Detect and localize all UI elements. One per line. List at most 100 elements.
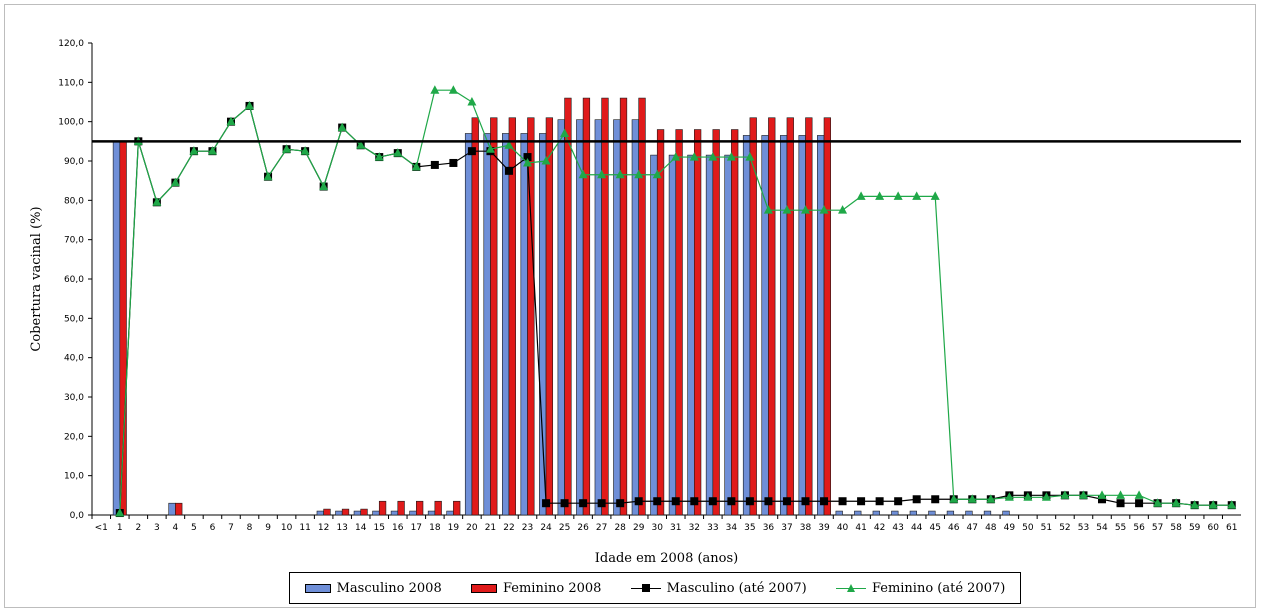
- y-tick-label: 70,0: [64, 236, 84, 246]
- bar-feminino-2008: [749, 117, 757, 516]
- marker-feminino-ate-2007: [615, 169, 625, 179]
- bar-masculino-2008: [483, 133, 491, 516]
- x-tick-label: 6: [210, 523, 216, 533]
- x-tick-label: 41: [855, 523, 866, 533]
- marker-masculino-ate-2007: [1135, 499, 1144, 508]
- marker-masculino-ate-2007: [467, 147, 476, 156]
- marker-feminino-ate-2007: [856, 191, 866, 200]
- bar-feminino-2008: [786, 117, 794, 516]
- bar-feminino-2008: [434, 500, 442, 516]
- x-tick-label: 32: [689, 523, 700, 533]
- y-tick-label: 30,0: [64, 393, 84, 403]
- marker-feminino-ate-2007: [745, 152, 755, 161]
- x-tick-label: 57: [1152, 523, 1163, 533]
- marker-feminino-ate-2007: [838, 205, 848, 214]
- marker-feminino-ate-2007: [1041, 492, 1051, 501]
- x-tick-label: 38: [800, 523, 812, 533]
- marker-feminino-ate-2007: [1227, 500, 1237, 509]
- x-tick-label: 20: [466, 523, 478, 533]
- bar-masculino-2008: [705, 154, 714, 516]
- y-tick-label: 60,0: [64, 275, 84, 285]
- marker-feminino-ate-2007: [726, 152, 736, 161]
- bar-masculino-2008: [854, 510, 862, 516]
- x-tick-label: 24: [540, 523, 552, 533]
- bar-masculino-2008: [742, 135, 751, 516]
- marker-feminino-ate-2007: [893, 191, 903, 200]
- bar-masculino-2008: [872, 510, 880, 516]
- legend-label: Masculino 2008: [336, 580, 442, 596]
- x-tick-label: 44: [911, 523, 923, 533]
- x-tick-label: 47: [967, 523, 978, 533]
- marker-feminino-ate-2007: [485, 144, 495, 153]
- marker-feminino-ate-2007: [152, 197, 162, 206]
- marker-feminino-ate-2007: [393, 148, 403, 157]
- marker-feminino-ate-2007: [319, 181, 329, 191]
- y-tick-label: 10,0: [64, 472, 84, 482]
- marker-masculino-ate-2007: [671, 497, 680, 506]
- x-tick-label: 52: [1059, 523, 1070, 533]
- x-tick-label: 46: [948, 523, 960, 533]
- marker-masculino-ate-2007: [801, 497, 810, 506]
- marker-feminino-ate-2007: [411, 161, 421, 171]
- bar-feminino-2008: [341, 508, 350, 516]
- bar-feminino-2008: [656, 129, 665, 516]
- x-tick-label: 7: [228, 523, 234, 533]
- y-tick-label: 80,0: [64, 196, 84, 206]
- x-tick-label: 61: [1226, 523, 1237, 533]
- bar-masculino-2008: [576, 119, 584, 516]
- marker-masculino-ate-2007: [653, 497, 662, 506]
- x-tick-label: 34: [726, 523, 738, 533]
- legend-item-masculino-2008: Masculino 2008: [304, 580, 442, 596]
- marker-feminino-ate-2007: [207, 146, 217, 155]
- x-tick-label: <1: [95, 523, 108, 533]
- marker-masculino-ate-2007: [820, 497, 829, 506]
- marker-masculino-ate-2007: [745, 497, 754, 506]
- marker-feminino-ate-2007: [189, 146, 199, 155]
- bar-masculino-2008: [946, 510, 955, 516]
- bar-masculino-2008: [668, 154, 677, 516]
- marker-feminino-ate-2007: [541, 156, 551, 165]
- legend: Masculino 2008 Feminino 2008 Masculino (…: [289, 572, 1021, 604]
- marker-feminino-ate-2007: [374, 152, 384, 161]
- marker-feminino-ate-2007: [523, 157, 533, 167]
- bar-masculino-2008: [409, 510, 417, 516]
- y-tick-label: 20,0: [64, 432, 84, 442]
- marker-masculino-ate-2007: [616, 499, 625, 508]
- marker-masculino-ate-2007: [504, 166, 513, 175]
- legend-label: Feminino (até 2007): [871, 580, 1006, 596]
- marker-feminino-ate-2007: [282, 144, 292, 153]
- bar-feminino-2008: [619, 97, 628, 516]
- x-tick-label: 59: [1189, 523, 1201, 533]
- x-tick-label: 45: [929, 523, 940, 533]
- x-tick-label: 13: [336, 523, 347, 533]
- marker-masculino-ate-2007: [727, 497, 736, 506]
- x-tick-label: 17: [411, 523, 422, 533]
- x-tick-label: 16: [392, 523, 404, 533]
- bar-masculino-2008: [520, 133, 528, 516]
- bar-feminino-2008: [712, 129, 720, 516]
- triangle-marker-icon: [846, 584, 855, 592]
- marker-masculino-ate-2007: [931, 495, 940, 504]
- legend-item-feminino-ate-2007: Feminino (até 2007): [835, 580, 1006, 596]
- x-tick-label: 22: [503, 523, 514, 533]
- bar-feminino-2008: [638, 97, 646, 516]
- marker-feminino-ate-2007: [949, 494, 959, 503]
- x-tick-label: 35: [744, 523, 755, 533]
- marker-feminino-ate-2007: [504, 140, 514, 149]
- x-tick-label: 11: [299, 523, 310, 533]
- x-tick-label: 28: [614, 523, 626, 533]
- bar-feminino-2008: [693, 129, 702, 516]
- marker-feminino-ate-2007: [689, 152, 699, 161]
- marker-feminino-ate-2007: [245, 100, 255, 110]
- marker-feminino-ate-2007: [782, 205, 792, 214]
- bar-feminino-2008: [768, 117, 776, 516]
- x-tick-label: 29: [633, 523, 645, 533]
- marker-feminino-ate-2007: [1190, 500, 1200, 509]
- bar-masculino-2008: [539, 133, 547, 516]
- marker-feminino-ate-2007: [1171, 498, 1181, 507]
- bar-masculino-2008: [798, 135, 806, 516]
- bar-masculino-2008: [594, 119, 602, 516]
- x-tick-label: 27: [596, 523, 607, 533]
- x-tick-label: 39: [818, 523, 830, 533]
- marker-masculino-ate-2007: [708, 497, 717, 506]
